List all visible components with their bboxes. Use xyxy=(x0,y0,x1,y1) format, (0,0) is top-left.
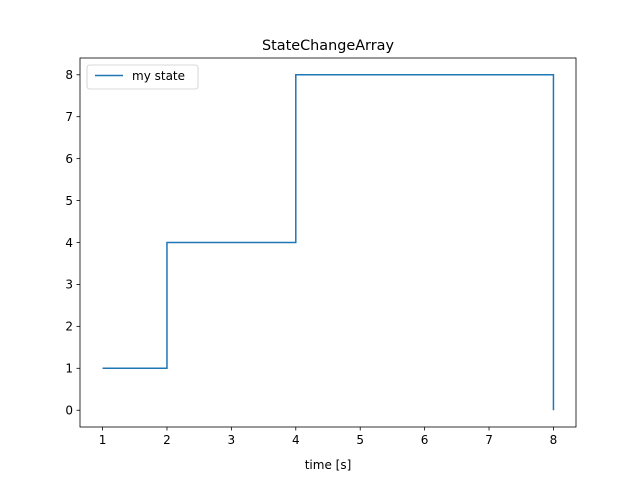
series-point xyxy=(295,242,297,244)
x-tick-label: 6 xyxy=(421,433,429,447)
series-point xyxy=(553,409,555,411)
series-point xyxy=(553,74,555,76)
x-tick-label: 3 xyxy=(228,433,236,447)
series-point xyxy=(102,368,104,370)
x-tick-label: 8 xyxy=(550,433,558,447)
x-axis-label: time [s] xyxy=(305,458,352,472)
x-tick-label: 4 xyxy=(292,433,300,447)
legend-box xyxy=(86,64,199,90)
y-tick-label: 1 xyxy=(65,362,73,376)
x-tick-label: 2 xyxy=(163,433,171,447)
y-tick-label: 6 xyxy=(65,152,73,166)
legend: my state xyxy=(86,64,199,90)
y-tick-label: 7 xyxy=(65,110,73,124)
legend-label-0: my state xyxy=(132,69,185,83)
plot-area: 1 2 3 4 5 6 7 8 0 1 2 3 4 5 6 7 8 my state xyxy=(65,57,577,447)
x-tick-label: 7 xyxy=(485,433,493,447)
x-tick-label: 1 xyxy=(99,433,107,447)
series-point xyxy=(295,74,297,76)
series-point xyxy=(166,368,168,370)
y-tick-label: 0 xyxy=(65,404,73,418)
y-tick-label: 5 xyxy=(65,194,73,208)
y-tick-label: 3 xyxy=(65,278,73,292)
series-line-0 xyxy=(102,74,555,411)
y-tick-label: 2 xyxy=(65,320,73,334)
chart-title: StateChangeArray xyxy=(262,38,394,54)
y-tick-label: 8 xyxy=(65,68,73,82)
y-tick-label: 4 xyxy=(65,236,73,250)
x-tick-label: 5 xyxy=(356,433,364,447)
series-point xyxy=(166,242,168,244)
